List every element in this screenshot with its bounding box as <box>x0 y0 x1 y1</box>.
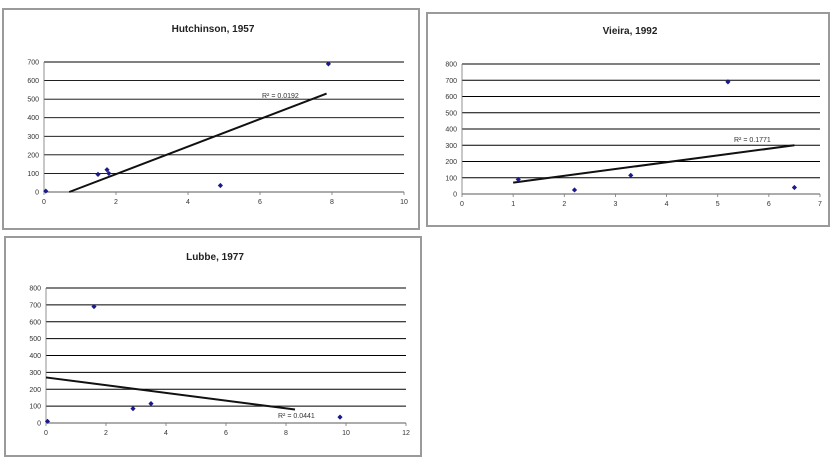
chart-panel-lubbe: Lubbe, 1977 0 100 200 300 400 500 600 700 800 0 2 4 6… <box>4 236 422 457</box>
x-tick-label: 6 <box>767 201 771 208</box>
y-tick-label: 100 <box>29 404 41 411</box>
chart-lubbe: Lubbe, 1977 0 100 200 300 400 500 600 700 800 0 2 4 6… <box>29 252 410 437</box>
data-point <box>91 303 97 310</box>
y-tick-label: 300 <box>27 134 39 141</box>
y-tick-label: 0 <box>453 192 457 199</box>
x-tick-label: 8 <box>330 199 334 206</box>
x-tick-label: 0 <box>44 430 48 437</box>
x-tick-label: 0 <box>42 199 46 206</box>
r-squared-label: R² = 0.1771 <box>734 137 771 144</box>
data-point <box>515 176 521 182</box>
chart-title: Lubbe, 1977 <box>186 252 244 263</box>
data-point <box>337 414 343 420</box>
y-tick-label: 600 <box>27 78 39 85</box>
x-tick-label: 4 <box>186 199 190 206</box>
y-tick-label: 600 <box>445 94 457 101</box>
x-tick-label: 4 <box>164 430 168 437</box>
x-tick-label: 1 <box>511 201 515 208</box>
data-point <box>43 188 49 194</box>
chart-title: Hutchinson, 1957 <box>172 24 255 35</box>
r-squared-label: R² = 0.0441 <box>278 413 315 420</box>
x-tick-label: 2 <box>104 430 108 437</box>
x-tick-label: 5 <box>716 201 720 208</box>
x-tick-label: 0 <box>460 201 464 208</box>
y-tick-label: 0 <box>37 421 41 428</box>
data-point <box>791 184 798 191</box>
x-tick-label: 2 <box>562 201 566 208</box>
y-tick-label: 300 <box>29 370 41 377</box>
y-tick-label: 700 <box>27 60 39 67</box>
chart-panel-vieira: Vieira, 1992 0 100 200 300 400 500 600 700 800 0 1 2… <box>426 12 830 227</box>
y-tick-label: 500 <box>29 336 41 343</box>
y-tick-label: 800 <box>445 62 457 69</box>
y-tick-label: 600 <box>29 319 41 326</box>
x-tick-label: 4 <box>665 201 669 208</box>
x-tick-label: 3 <box>613 201 617 208</box>
y-tick-label: 200 <box>29 387 41 394</box>
x-tick-label: 6 <box>258 199 262 206</box>
y-tick-label: 300 <box>445 143 457 150</box>
x-tick-label: 2 <box>114 199 118 206</box>
y-tick-label: 500 <box>445 110 457 117</box>
y-tick-label: 100 <box>445 175 457 182</box>
x-tick-label: 10 <box>342 430 350 437</box>
x-tick-label: 7 <box>818 201 822 208</box>
x-tick-label: 8 <box>284 430 288 437</box>
y-tick-label: 700 <box>29 302 41 309</box>
data-point <box>44 418 51 424</box>
y-tick-label: 800 <box>29 286 41 293</box>
chart-hutchinson: Hutchinson, 1957 0 100 200 300 400 500 600 700 0 2… <box>27 24 408 206</box>
chart-title: Vieira, 1992 <box>603 26 658 37</box>
y-tick-label: 200 <box>27 152 39 159</box>
y-tick-label: 400 <box>27 115 39 122</box>
y-tick-label: 700 <box>445 78 457 85</box>
data-point <box>325 61 331 67</box>
trendline <box>513 144 795 184</box>
trendline <box>45 376 296 411</box>
data-point <box>104 167 110 173</box>
y-tick-label: 0 <box>35 190 39 197</box>
data-point <box>725 79 731 85</box>
data-point <box>628 172 634 178</box>
trendline <box>68 92 327 193</box>
x-tick-label: 6 <box>224 430 228 437</box>
data-point <box>106 170 112 177</box>
chart-panel-hutchinson: Hutchinson, 1957 0 100 200 300 400 500 600 700 0 2… <box>2 8 420 230</box>
y-tick-label: 400 <box>445 127 457 134</box>
data-point <box>217 182 223 189</box>
data-point <box>148 400 154 407</box>
r-squared-label: R² = 0.0192 <box>262 93 299 100</box>
y-tick-label: 500 <box>27 97 39 104</box>
data-point <box>95 171 101 177</box>
x-tick-label: 10 <box>400 199 408 206</box>
data-point <box>571 187 578 193</box>
y-tick-label: 100 <box>27 171 39 178</box>
data-point <box>130 406 136 412</box>
y-tick-label: 200 <box>445 159 457 166</box>
y-tick-label: 400 <box>29 353 41 360</box>
chart-vieira: Vieira, 1992 0 100 200 300 400 500 600 700 800 0 1 2… <box>445 26 822 208</box>
x-tick-label: 12 <box>402 430 410 437</box>
